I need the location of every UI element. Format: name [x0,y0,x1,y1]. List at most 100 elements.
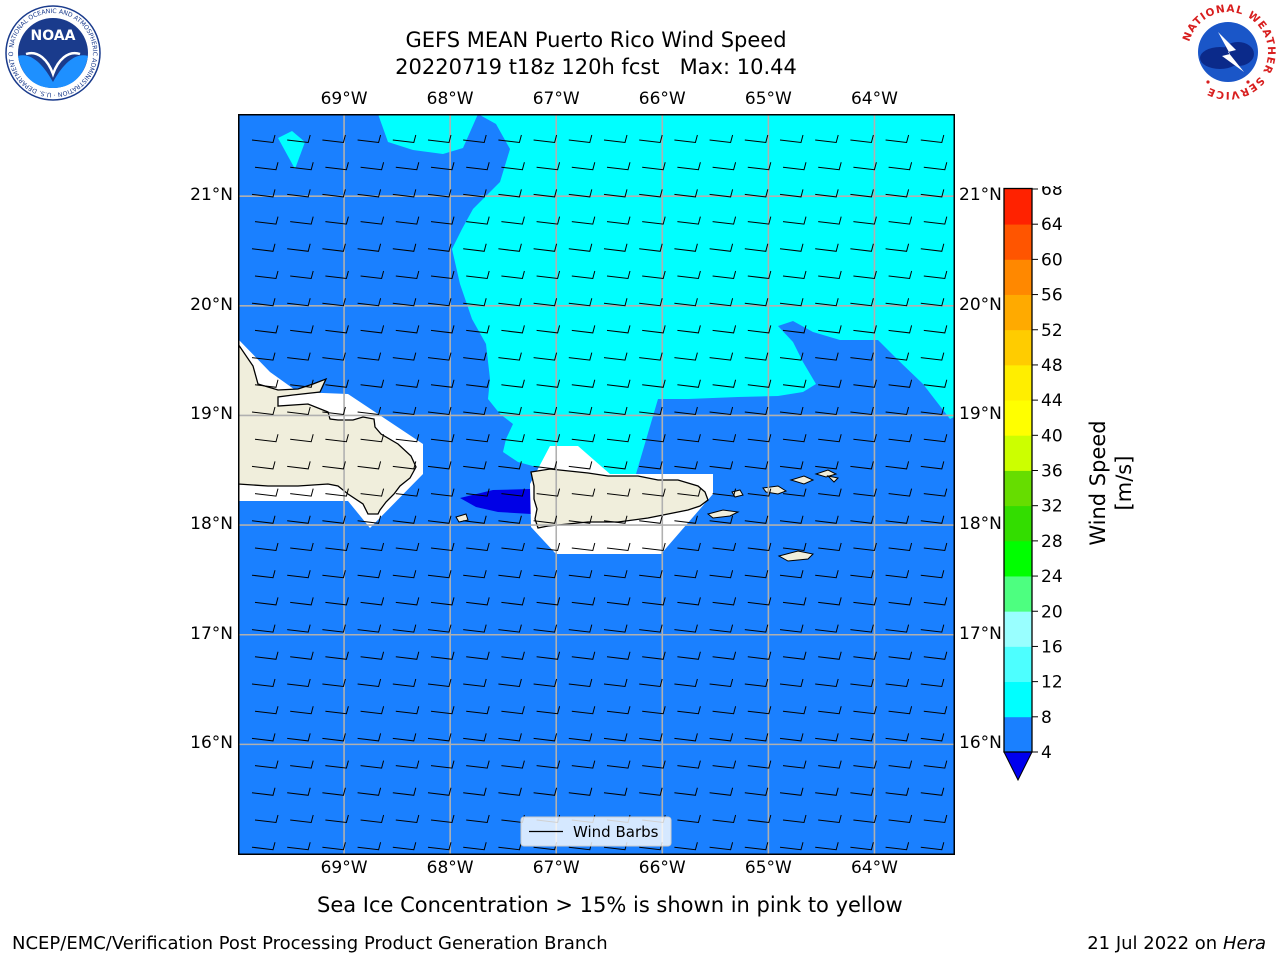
lon-tick-label: 67°W [532,858,580,878]
wind-barb [322,624,346,633]
colorbar-bin [1004,540,1032,577]
colorbar-tick-label: 20 [1041,602,1063,622]
wind-barb [251,733,276,742]
wind-barb [639,189,663,198]
wind-barb [254,542,279,552]
wind-barb [779,406,804,416]
wind-barb [463,352,487,361]
wind-barb [536,325,561,334]
wind-barb [818,488,842,497]
wind-barb [430,325,455,334]
wind-barb [322,134,346,144]
wind-barb [360,597,385,606]
wind-barb [642,488,666,497]
virgin-islands [814,469,838,478]
wind-barb [466,597,490,606]
wind-barb [392,787,417,796]
wind-barb [325,597,349,606]
wind-barb [603,189,628,198]
wind-barb [501,488,525,497]
wind-barb [815,298,839,307]
wind-barb [779,678,804,688]
wind-barb [430,379,455,388]
wind-barb [712,325,737,334]
wind-barb [322,461,346,470]
wind-barb [571,270,596,280]
wind-barb [779,243,804,252]
wind-barb [287,570,311,579]
wind-barb [357,134,382,144]
lat-tick-label: 20°N [959,294,1002,315]
wind-barb [853,216,877,225]
wind-barb [360,542,385,552]
wind-barb [709,298,734,307]
lon-tick-label: 64°W [850,858,898,878]
wind-barb [322,515,346,524]
wind-barb [606,760,631,769]
wind-barb [712,216,737,225]
wind-barb [674,189,698,198]
wind-barb [290,760,314,769]
wind-barb [603,678,628,688]
wind-barb [782,597,807,606]
wind-barb [712,542,737,552]
wind-barb [606,325,631,334]
wind-barb [392,189,417,198]
wind-barb [360,434,385,443]
colorbar-tick-label: 4 [1041,743,1052,763]
wind-barb [850,243,874,252]
wind-barb [712,488,737,497]
colorbar: 68 64 60 56 52 48 44 40 36 32 28 24 20 16 12 8 4 [1003,186,1063,782]
wind-barb [674,134,698,144]
wind-barb [466,488,490,497]
wind-barb [325,706,349,715]
wind-barb [747,760,772,769]
wind-barb [853,814,877,824]
wind-barb [818,651,842,660]
wind-barb [712,814,737,824]
wind-barb [642,270,666,280]
wind-barb [287,787,311,796]
wind-barb [395,814,420,824]
wind-barb [709,189,734,198]
wind-barb [779,515,804,524]
wind-barb [430,162,455,171]
wind-barb [779,733,804,742]
wind-barb [254,651,279,660]
wind-barb [853,162,877,171]
wind-barb [463,515,487,524]
wind-barb [923,814,948,824]
wind-barb [325,379,349,388]
wind-barb [360,270,385,280]
lat-tick-label: 17°N [959,623,1002,644]
wind-barb [606,379,631,388]
wind-barb [251,842,276,851]
wind-barb [325,542,349,552]
lon-tick-label: 68°W [426,89,474,109]
wind-barb [677,542,701,552]
wind-barb [677,488,701,497]
wind-barb [850,570,874,579]
colorbar-bin [1004,470,1032,507]
wind-barb [674,406,698,416]
wind-barb [498,678,522,688]
wind-barb [606,542,631,552]
wind-barb [923,270,948,280]
wind-barb [677,270,701,280]
wind-barb [853,542,877,552]
wind-barb [923,379,948,388]
wind-barb [290,651,314,660]
wind-barb [427,842,452,851]
wind-barb [427,134,452,144]
wind-barb [571,488,596,497]
wind-barb [603,243,628,252]
wind-barb [430,434,455,443]
wind-barb [603,570,628,579]
wind-barb [392,678,417,688]
wind-barb [501,597,525,606]
wind-barb [571,706,596,715]
wind-barb [747,270,772,280]
colorbar-bin [1004,259,1032,295]
wind-barb [536,597,561,606]
wind-barb [885,570,910,579]
